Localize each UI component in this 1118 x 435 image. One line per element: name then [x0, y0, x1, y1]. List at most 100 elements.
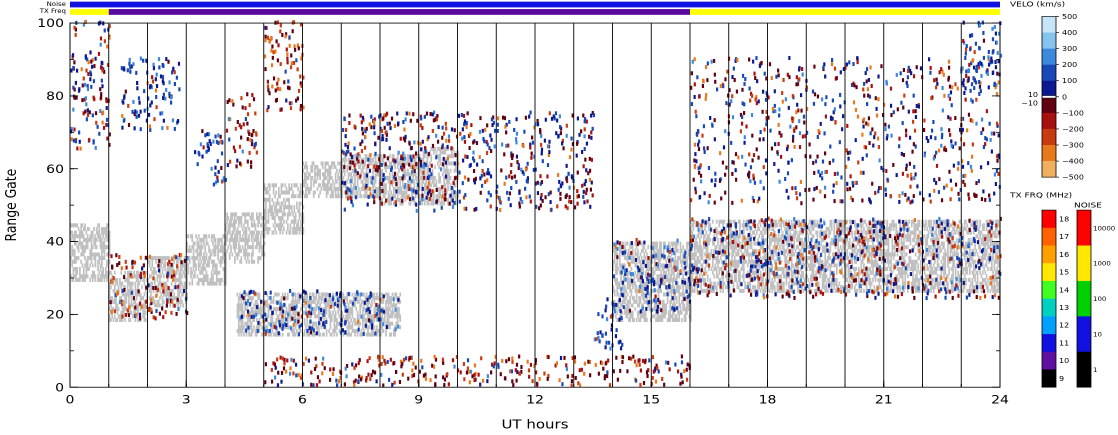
ground-scatter-cell: [275, 307, 278, 312]
ground-scatter-cell: [245, 252, 248, 257]
ground-scatter-cell: [163, 299, 165, 304]
ground-scatter-cell: [219, 259, 222, 264]
ground-scatter-cell: [719, 256, 722, 261]
ground-scatter-cell: [234, 216, 236, 221]
ground-scatter-cell: [621, 263, 624, 268]
ground-scatter-cell: [93, 256, 95, 261]
ground-scatter-cell: [416, 186, 418, 191]
ground-scatter-cell: [270, 325, 272, 330]
ground-scatter-cell: [742, 223, 745, 228]
ground-scatter-cell: [427, 172, 430, 177]
ground-scatter-cell: [764, 267, 767, 272]
ground-scatter-cell: [126, 281, 129, 286]
ground-scatter-cell: [200, 241, 203, 246]
ground-scatter-cell: [327, 190, 329, 195]
ground-scatter-cell: [90, 256, 93, 261]
ground-scatter-cell: [106, 263, 108, 268]
ground-scatter-cell: [239, 292, 241, 297]
ground-scatter-cell: [303, 176, 306, 180]
ground-scatter-cell: [789, 234, 792, 239]
ground-scatter-cell: [125, 307, 128, 312]
ground-scatter-cell: [381, 314, 383, 319]
ground-scatter-cell: [206, 259, 209, 264]
ground-scatter-cell: [794, 281, 797, 286]
ground-scatter-cell: [102, 245, 104, 250]
ground-scatter-cell: [767, 230, 770, 235]
ground-scatter-cell: [372, 186, 374, 191]
ground-scatter-cell: [112, 307, 115, 312]
ground-scatter-cell: [413, 161, 416, 166]
ground-scatter-cell: [640, 303, 643, 308]
ground-scatter-cell: [214, 237, 217, 242]
ground-scatter-cell: [347, 307, 350, 312]
ground-scatter-cell: [139, 296, 142, 301]
ground-scatter-cell: [638, 310, 641, 315]
ground-scatter-cell: [70, 223, 72, 228]
ground-scatter-cell: [361, 292, 364, 297]
ground-scatter-cell: [646, 267, 648, 272]
ground-scatter-cell: [435, 183, 438, 188]
ground-scatter-cell: [73, 274, 76, 279]
ground-scatter-cell: [383, 201, 386, 206]
ground-scatter-cell: [293, 230, 296, 235]
ground-scatter-cell: [246, 256, 249, 261]
ground-scatter-cell: [784, 226, 786, 231]
ground-scatter-cell: [783, 274, 785, 279]
ground-scatter-cell: [289, 223, 292, 228]
ground-scatter-cell: [235, 230, 238, 235]
ground-scatter-cell: [679, 285, 682, 290]
ground-scatter-cell: [640, 267, 643, 272]
ground-scatter-cell: [396, 194, 399, 199]
ground-scatter-cell: [296, 318, 298, 322]
ground-scatter-cell: [341, 157, 343, 162]
ground-scatter-cell: [691, 288, 693, 293]
ground-scatter-cell: [219, 248, 222, 253]
ground-scatter-cell: [280, 226, 283, 231]
ground-scatter-cell: [208, 281, 210, 286]
status-bar-label-txfreq: TX Freq: [39, 8, 66, 15]
ground-scatter-cell: [323, 307, 325, 312]
ground-scatter-cell: [91, 230, 94, 235]
ground-scatter-cell: [214, 241, 217, 246]
ground-scatter-cell: [682, 303, 684, 308]
ground-scatter-cell: [709, 281, 712, 286]
ground-scatter-cell: [73, 256, 76, 261]
ground-scatter-cell: [336, 321, 338, 326]
ground-scatter-cell: [613, 256, 616, 261]
ground-scatter-cell: [337, 186, 340, 191]
ground-scatter-cell: [445, 168, 448, 173]
ground-scatter-cell: [762, 267, 765, 272]
ground-scatter-cell: [289, 310, 292, 315]
ground-scatter-cell: [709, 288, 712, 293]
ground-scatter-cell: [431, 146, 434, 151]
ground-scatter-cell: [622, 241, 625, 246]
ground-scatter-cell: [132, 303, 134, 308]
ground-scatter-cell: [157, 285, 160, 290]
ground-scatter-cell: [266, 190, 269, 195]
ground-scatter-cell: [670, 292, 673, 297]
ground-scatter-cell: [245, 219, 248, 224]
ground-scatter-cell: [382, 194, 385, 199]
ground-scatter-cell: [351, 176, 354, 180]
ground-scatter-cell: [81, 252, 84, 257]
ground-scatter-cell: [732, 285, 735, 290]
ground-scatter-cell: [637, 288, 639, 293]
ground-scatter-cell: [88, 226, 90, 231]
ground-scatter-cell: [328, 303, 331, 308]
ground-scatter-cell: [324, 296, 327, 301]
ground-scatter-cell: [715, 270, 718, 275]
ground-scatter-cell: [71, 277, 73, 282]
ground-scatter-cell: [280, 190, 283, 195]
ground-scatter-cell: [323, 332, 325, 337]
ground-scatter-cell: [250, 237, 253, 242]
ground-scatter-cell: [759, 256, 762, 261]
ground-scatter-cell: [659, 267, 661, 272]
ground-scatter-cell: [730, 237, 732, 242]
ground-scatter-cell: [299, 201, 302, 206]
ground-scatter-cell: [272, 299, 275, 304]
ground-scatter-cell: [700, 245, 703, 250]
ground-scatter-cell: [298, 201, 301, 206]
ground-scatter-cell: [237, 303, 240, 308]
ground-scatter-cell: [394, 186, 396, 191]
ground-scatter-cell: [628, 270, 630, 275]
